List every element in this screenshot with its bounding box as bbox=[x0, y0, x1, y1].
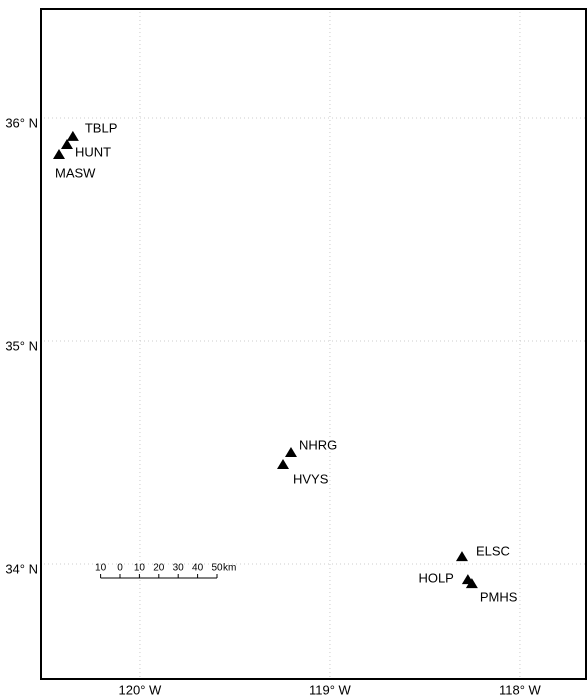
station-label: TBLP bbox=[85, 120, 118, 135]
y-tick-label: 35° N bbox=[5, 338, 38, 353]
station-marker bbox=[465, 578, 478, 589]
y-tick-label: 34° N bbox=[5, 561, 38, 576]
scale-label: 30 bbox=[173, 563, 185, 574]
x-tick-label: 120° W bbox=[119, 682, 163, 697]
station-label: HVYS bbox=[293, 471, 329, 486]
station-label: MASW bbox=[55, 165, 96, 180]
scale-label: 0 bbox=[117, 563, 123, 574]
station-label: PMHS bbox=[480, 590, 518, 605]
station-marker bbox=[66, 130, 79, 141]
scale-label: 10 bbox=[95, 563, 107, 574]
station-label: HOLP bbox=[418, 571, 453, 586]
station-label: ELSC bbox=[476, 544, 510, 559]
station-marker bbox=[455, 551, 468, 562]
station-marker bbox=[277, 458, 290, 469]
x-tick-label: 119° W bbox=[309, 682, 352, 697]
scale-label: 10 bbox=[134, 563, 146, 574]
scale-label: 20 bbox=[153, 563, 165, 574]
station-label: HUNT bbox=[75, 144, 111, 159]
scale-label: 40 bbox=[192, 563, 204, 574]
station-marker bbox=[284, 446, 297, 457]
scale-unit: km bbox=[223, 563, 236, 574]
map-frame bbox=[40, 8, 587, 680]
x-tick-label: 118° W bbox=[499, 682, 542, 697]
station-label: NHRG bbox=[299, 437, 337, 452]
scale-label: 50 bbox=[211, 563, 223, 574]
station-marker bbox=[60, 138, 73, 149]
station-marker bbox=[52, 148, 65, 159]
y-tick-label: 36° N bbox=[5, 115, 38, 130]
